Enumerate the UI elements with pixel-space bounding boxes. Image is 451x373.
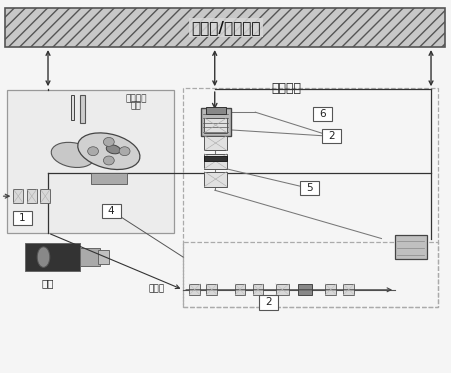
Bar [183, 242, 437, 307]
Bar [70, 95, 74, 120]
Bar [259, 295, 278, 310]
Bar [189, 284, 200, 295]
Text: 分光转轮: 分光转轮 [100, 158, 122, 167]
Bar [79, 95, 85, 123]
Text: 4: 4 [107, 206, 114, 216]
Text: 入射光: 入射光 [148, 284, 164, 293]
Circle shape [103, 137, 114, 146]
Text: 分光平片: 分光平片 [125, 95, 146, 104]
Bar [253, 284, 262, 295]
Text: 同步触发: 同步触发 [271, 82, 300, 94]
Bar [205, 107, 226, 114]
Text: 组合: 组合 [130, 101, 141, 110]
Bar [91, 173, 127, 184]
Ellipse shape [106, 145, 120, 154]
Bar [183, 88, 437, 307]
Bar [204, 136, 226, 150]
Bar [97, 250, 109, 264]
Text: 1: 1 [19, 213, 26, 223]
Circle shape [87, 147, 98, 156]
Bar [204, 172, 226, 186]
Bar [204, 156, 226, 161]
Bar [13, 189, 23, 203]
Text: 2: 2 [328, 131, 335, 141]
Text: 计算机/主控界面: 计算机/主控界面 [191, 20, 260, 35]
Ellipse shape [78, 133, 140, 169]
Bar [342, 284, 354, 295]
Bar [299, 181, 318, 195]
Circle shape [103, 156, 114, 165]
Bar [79, 248, 100, 266]
Ellipse shape [37, 247, 50, 267]
Text: 2: 2 [265, 297, 272, 307]
Bar [40, 189, 50, 203]
Bar [394, 235, 426, 259]
Bar [206, 284, 217, 295]
Text: 6: 6 [319, 109, 326, 119]
Bar [324, 284, 336, 295]
Bar [13, 211, 32, 225]
Bar [313, 107, 331, 121]
Bar [27, 189, 37, 203]
Bar [201, 109, 230, 137]
Bar [235, 284, 244, 295]
Bar [204, 154, 226, 169]
Text: 主镜: 主镜 [41, 278, 54, 288]
Circle shape [119, 147, 130, 156]
Bar [322, 129, 341, 143]
Bar [275, 284, 289, 295]
Bar [204, 118, 226, 133]
Text: 5: 5 [305, 184, 312, 193]
Bar [7, 90, 174, 233]
Ellipse shape [51, 142, 94, 167]
Bar [298, 284, 311, 295]
Bar [101, 204, 120, 218]
Bar [5, 8, 444, 47]
Bar [25, 243, 79, 271]
